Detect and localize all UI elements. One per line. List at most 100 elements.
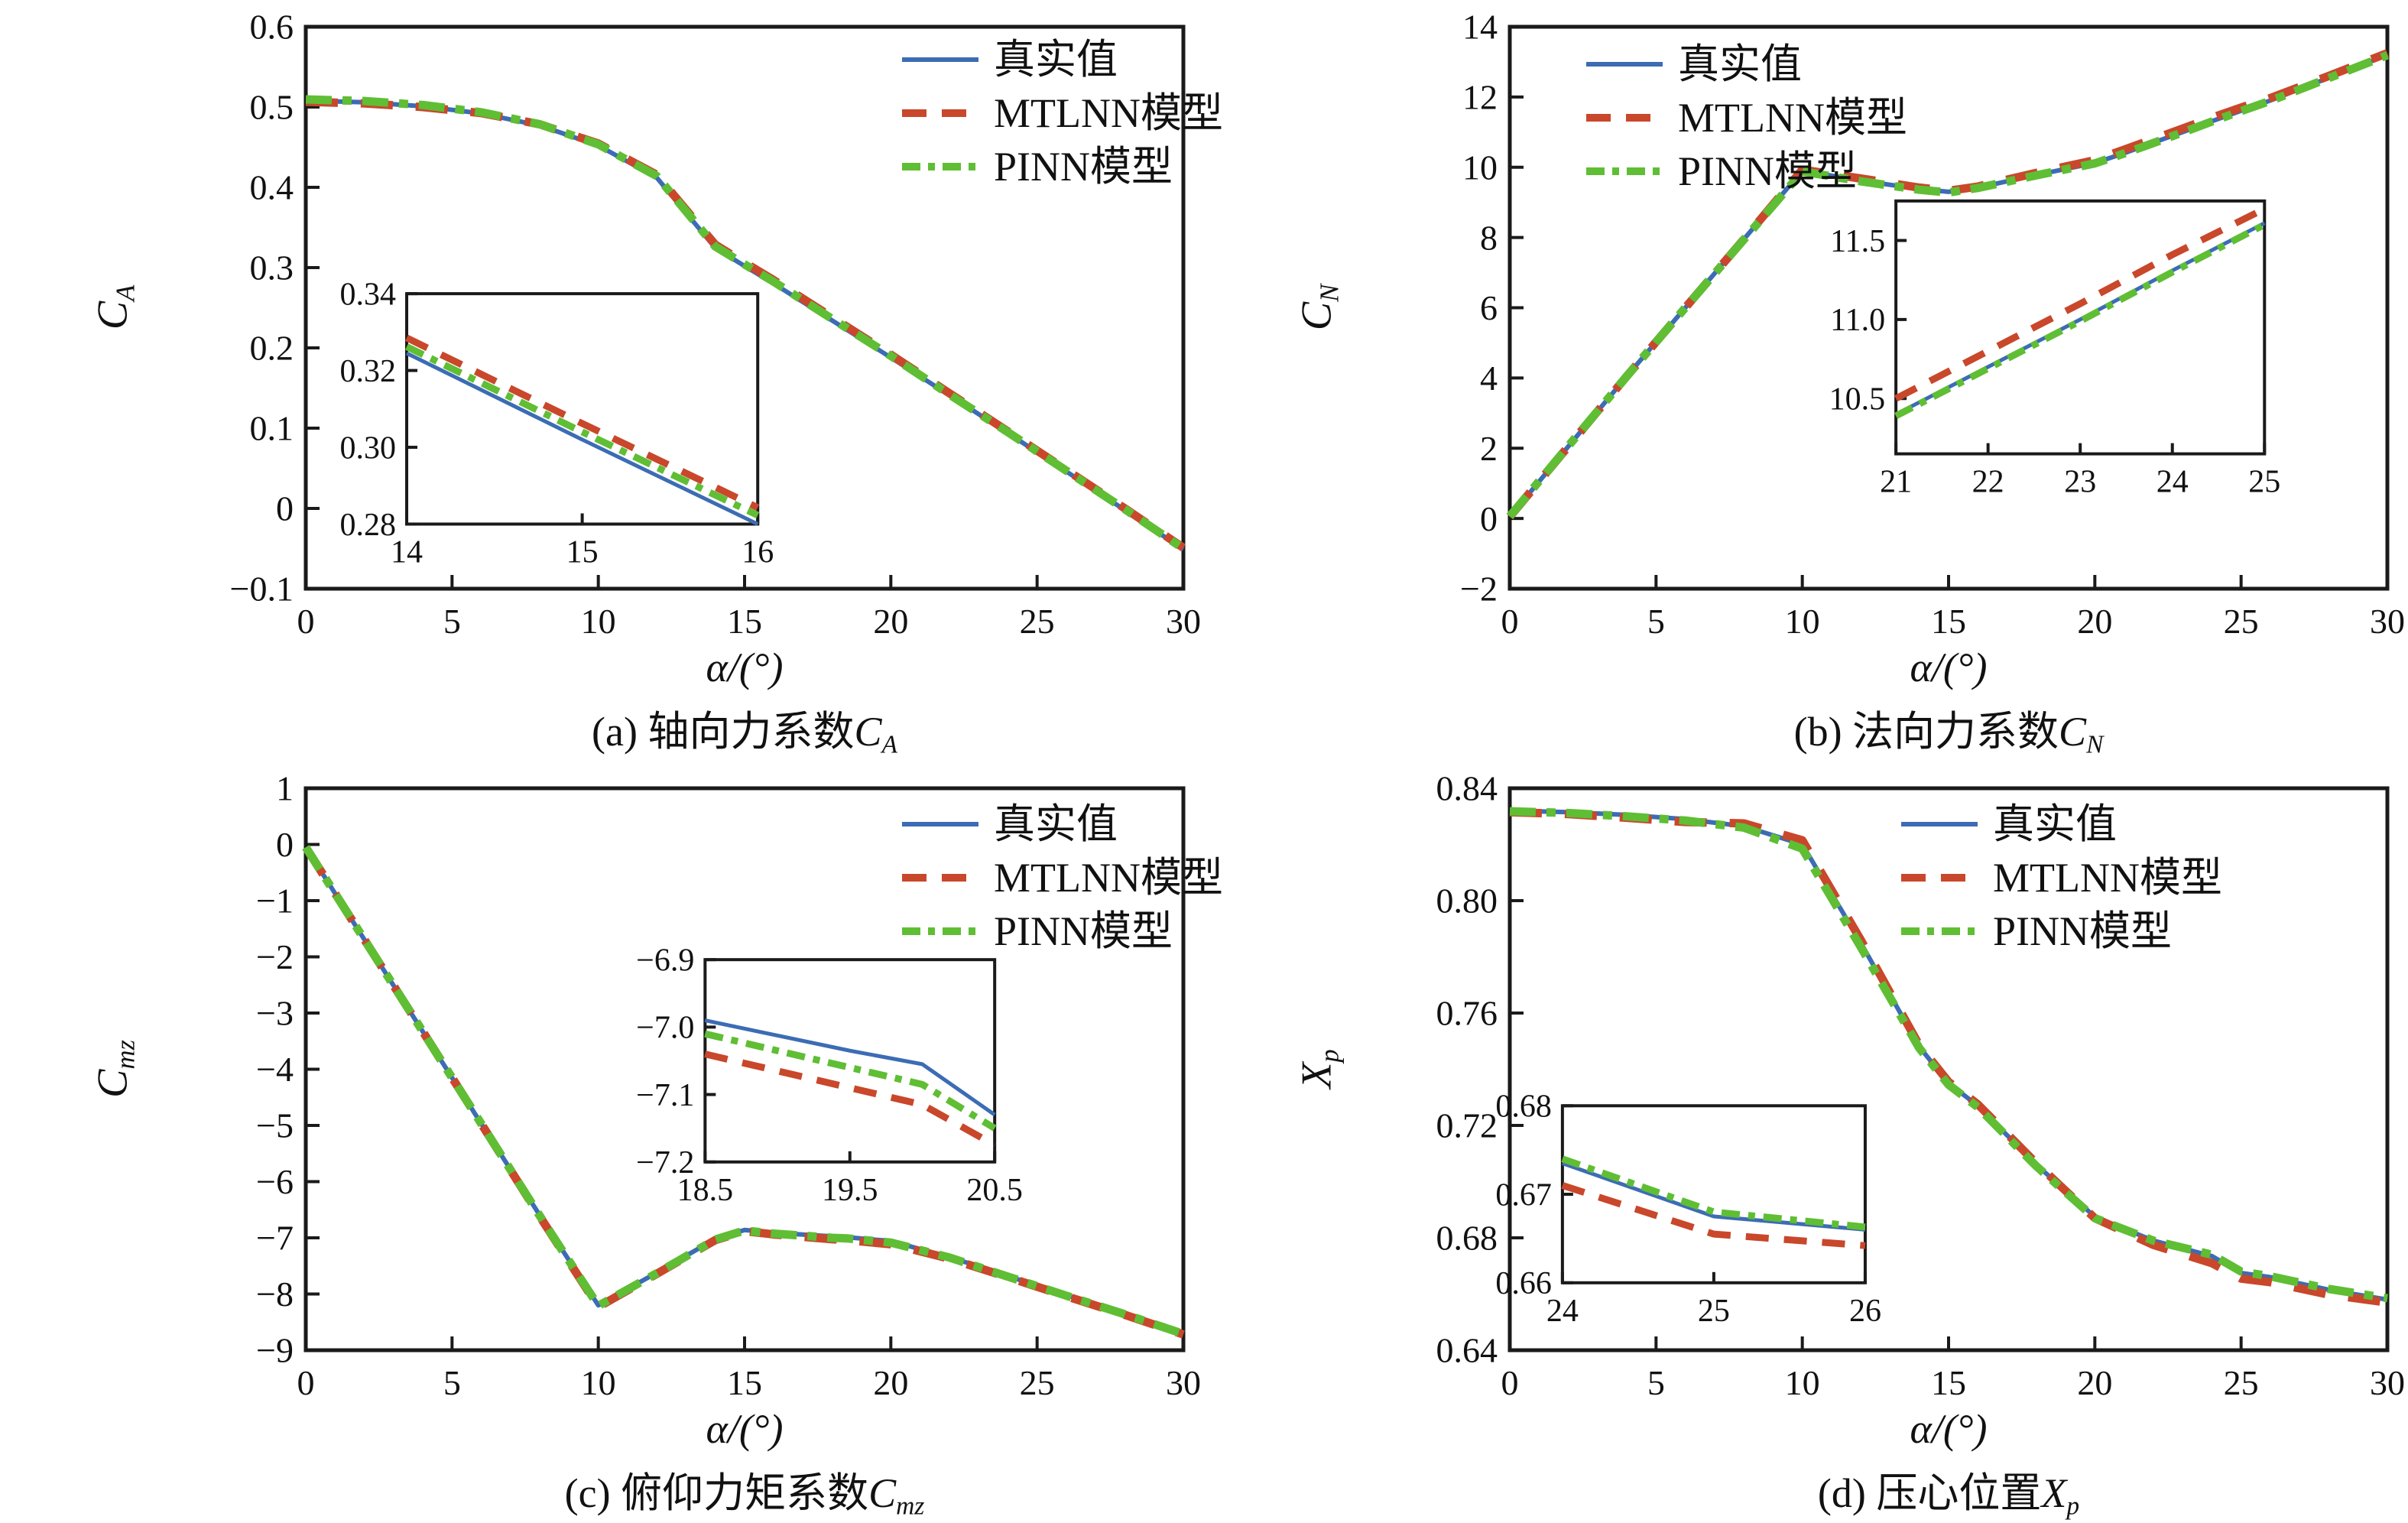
svg-text:−7: −7 [256,1219,294,1258]
svg-text:0: 0 [1480,499,1498,538]
svg-text:5: 5 [1647,602,1665,641]
svg-text:0: 0 [297,602,315,641]
svg-text:−5: −5 [256,1106,294,1145]
svg-text:0.32: 0.32 [340,354,397,389]
svg-text:−6: −6 [256,1162,294,1201]
svg-text:6: 6 [1480,288,1498,327]
svg-text:0: 0 [276,825,294,864]
svg-text:14: 14 [391,534,423,570]
legend-label-pinn: PINN模型 [1993,908,2173,954]
svg-text:0.4: 0.4 [250,168,294,207]
svg-text:0.68: 0.68 [1495,1089,1552,1125]
svg-text:11.0: 11.0 [1830,303,1885,338]
legend-line-mtlnn [1586,114,1663,122]
svg-text:26: 26 [1849,1294,1881,1329]
panel-d-legend: 真实值 MTLNN模型 PINN模型 [1901,800,2222,956]
legend-line-true [902,57,978,62]
svg-text:25: 25 [2224,1363,2259,1402]
svg-text:10: 10 [581,1363,616,1402]
svg-text:−4: −4 [256,1050,294,1089]
panel-c-x-axis-label: α/(°) [706,1406,784,1452]
panel-c: 0 5 10 15 20 25 30 1 0 −1 −2 −3 −4 −5 −6 −7 −8 −9 18.5 19.5… [0,762,1223,1523]
svg-text:0.1: 0.1 [250,409,294,448]
svg-text:14: 14 [1462,8,1498,47]
legend-line-pinn [1901,927,1978,935]
panel-c-caption: (c) 俯仰力矩系数Cmz [564,1470,925,1521]
legend-label-mtlnn: MTLNN模型 [1993,855,2222,901]
svg-text:0: 0 [297,1363,315,1402]
legend-item-pinn: PINN模型 [902,907,1223,956]
legend-line-true [902,822,978,826]
svg-text:20: 20 [2077,602,2112,641]
legend-item-true: 真实值 [1901,800,2222,849]
svg-text:10: 10 [1462,148,1498,187]
svg-text:25: 25 [2224,602,2259,641]
svg-text:0.5: 0.5 [250,88,294,127]
svg-text:18.5: 18.5 [677,1173,734,1208]
legend-label-true: 真实值 [1678,41,1802,87]
svg-text:10: 10 [581,602,616,641]
legend-label-mtlnn: MTLNN模型 [994,90,1223,136]
panel-a-legend: 真实值 MTLNN模型 PINN模型 [902,35,1223,191]
svg-text:22: 22 [1972,465,2004,500]
svg-text:0.66: 0.66 [1495,1266,1552,1301]
legend-item-mtlnn: MTLNN模型 [1901,853,2222,902]
svg-text:12: 12 [1462,78,1498,117]
panel-a: 0 5 10 15 20 25 30 0.6 0.5 0.4 0.3 0.2 0.1 0 −0.1 14 15 1… [0,0,1223,762]
legend-label-mtlnn: MTLNN模型 [1678,95,1907,141]
svg-text:0: 0 [276,489,294,528]
panel-c-y-axis-label: Cmz [89,1040,141,1098]
svg-text:0: 0 [1501,602,1519,641]
legend-label-pinn: PINN模型 [1678,148,1858,194]
svg-text:4: 4 [1480,359,1498,398]
svg-text:−0.1: −0.1 [230,570,294,609]
panel-d-y-axis-label: Xp [1293,1049,1345,1089]
svg-text:−1: −1 [256,882,294,921]
legend-line-mtlnn [1901,874,1978,882]
svg-text:−2: −2 [256,937,294,976]
svg-text:−9: −9 [256,1331,294,1370]
svg-text:25: 25 [1698,1294,1730,1329]
svg-text:10: 10 [1785,602,1820,641]
svg-text:25: 25 [1020,1363,1055,1402]
svg-text:0.30: 0.30 [340,430,397,466]
svg-text:1: 1 [276,769,294,808]
legend-item-mtlnn: MTLNN模型 [1586,93,1907,142]
svg-text:0.34: 0.34 [340,277,397,312]
svg-text:0.6: 0.6 [250,8,294,47]
svg-text:20: 20 [2077,1363,2112,1402]
svg-text:5: 5 [443,1363,461,1402]
panel-a-plot: 0 5 10 15 20 25 300.60.50.40.30.20.10−0.114 15 1… [230,8,1201,641]
svg-text:30: 30 [2370,1363,2405,1402]
panel-b-legend: 真实值 MTLNN模型 PINN模型 [1586,40,1907,196]
svg-text:−3: −3 [256,994,294,1033]
svg-text:30: 30 [1166,1363,1201,1402]
svg-text:0.84: 0.84 [1436,769,1498,808]
svg-text:25: 25 [2248,465,2280,500]
svg-text:5: 5 [443,602,461,641]
svg-text:20: 20 [873,602,908,641]
svg-text:0.28: 0.28 [340,508,397,543]
svg-text:10: 10 [1785,1363,1820,1402]
svg-text:0.72: 0.72 [1436,1106,1498,1145]
svg-text:24: 24 [1546,1294,1579,1329]
svg-text:2: 2 [1480,429,1498,468]
legend-label-pinn: PINN模型 [994,144,1173,190]
legend-label-mtlnn: MTLNN模型 [994,855,1223,901]
svg-text:−8: −8 [256,1275,294,1314]
panel-c-legend: 真实值 MTLNN模型 PINN模型 [902,800,1223,956]
legend-item-pinn: PINN模型 [1586,147,1907,196]
svg-text:0.76: 0.76 [1436,994,1498,1033]
panel-b-x-axis-label: α/(°) [1910,645,1988,690]
legend-label-true: 真实值 [994,37,1118,83]
svg-text:0.64: 0.64 [1436,1331,1498,1370]
svg-text:15: 15 [727,602,762,641]
svg-text:19.5: 19.5 [822,1173,878,1208]
panel-a-y-axis-label: CA [89,284,141,330]
svg-text:16: 16 [742,534,774,570]
panel-b-caption: (b) 法向力系数CN [1793,709,2104,759]
panel-d: 0 5 10 15 20 25 30 0.84 0.80 0.76 0.72 0.68 0.64 24 25… [1204,762,2408,1523]
